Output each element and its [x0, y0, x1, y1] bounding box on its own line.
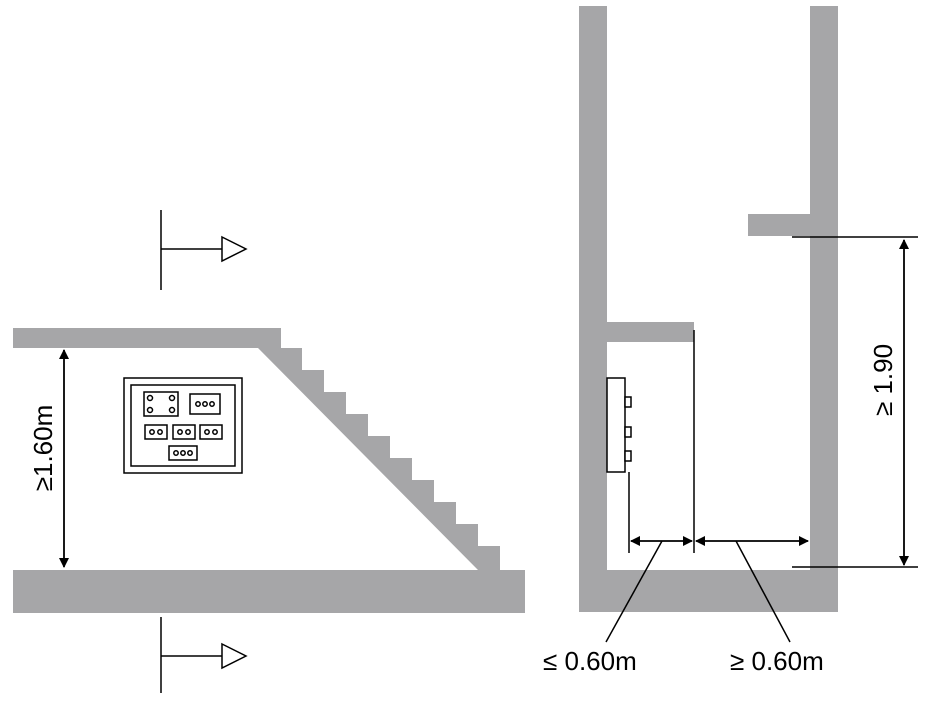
- stair-structure: [13, 328, 500, 570]
- wall-unit-side-view: [606, 377, 632, 473]
- ledge-right: [748, 214, 810, 236]
- breaker-block-small-2: [172, 424, 196, 440]
- clearance-label: ≥ 0.60m: [730, 646, 824, 676]
- section-marker-bottom: [160, 617, 248, 693]
- extension-lines: [628, 236, 918, 568]
- distribution-board: [123, 377, 243, 474]
- breaker-block-small-1: [144, 424, 168, 440]
- leader-line-depth: [605, 540, 663, 643]
- right-section: ≥ 1.90 ≤ 0.60m ≥ 0.60m: [543, 6, 918, 676]
- height-label-right: ≥ 1.90: [868, 344, 898, 416]
- floor: [579, 570, 838, 612]
- left-wall: [579, 6, 607, 612]
- breaker-block-small-3: [199, 424, 223, 440]
- leader-line-clearance: [735, 540, 791, 643]
- left-elevation: ≥1.60m: [13, 210, 525, 693]
- height-label-left: ≥1.60m: [28, 405, 58, 492]
- floor-slab: [13, 570, 525, 613]
- ledge-left: [607, 322, 694, 342]
- section-marker-top: [160, 210, 248, 290]
- depth-label: ≤ 0.60m: [543, 646, 637, 676]
- right-wall: [810, 6, 838, 612]
